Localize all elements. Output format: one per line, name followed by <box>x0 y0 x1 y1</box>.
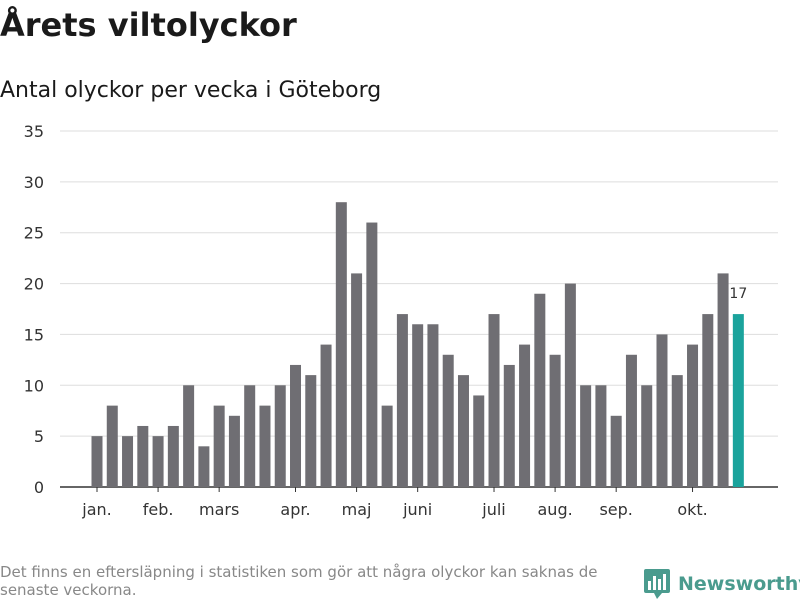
bar <box>457 375 469 487</box>
bar <box>351 273 363 487</box>
bar <box>702 314 714 487</box>
chart-title: Årets viltolyckor <box>0 6 297 44</box>
bar <box>625 354 637 487</box>
y-tick-label: 30 <box>24 173 44 192</box>
bar <box>641 385 653 487</box>
data-labels: 17 <box>729 286 747 302</box>
bar <box>335 202 347 487</box>
x-axis-ticks: jan. feb. mars apr. maj juni juli aug. sep. okt. <box>81 487 708 519</box>
bar-highlighted <box>732 314 744 487</box>
y-tick-label: 0 <box>34 478 44 497</box>
bar <box>687 344 699 487</box>
bar <box>122 436 134 487</box>
bar <box>656 334 668 487</box>
y-tick-label: 15 <box>24 325 44 344</box>
bar <box>488 314 500 487</box>
bar <box>259 405 271 487</box>
bar <box>320 344 332 487</box>
bar <box>274 385 286 487</box>
bar <box>610 415 622 487</box>
brand-name: Newsworthy <box>678 573 800 595</box>
bar <box>671 375 683 487</box>
x-tick-label: okt. <box>677 500 707 519</box>
bar <box>366 222 378 488</box>
bar <box>412 324 424 487</box>
x-tick-label: juli <box>481 500 505 519</box>
bar <box>580 385 592 487</box>
bar <box>137 425 149 487</box>
x-tick-label: maj <box>342 500 372 519</box>
bar <box>717 273 729 487</box>
bars <box>91 202 744 488</box>
chart-subtitle: Antal olyckor per vecka i Göteborg <box>0 78 382 103</box>
y-tick-label: 35 <box>24 122 44 141</box>
bar <box>244 385 256 487</box>
bar <box>290 364 302 487</box>
x-tick-label: jan. <box>81 500 111 519</box>
bar <box>106 405 118 487</box>
x-tick-label: juni <box>402 500 432 519</box>
bar <box>91 436 103 487</box>
bar <box>198 446 210 487</box>
bar <box>396 314 408 487</box>
bar <box>228 415 240 487</box>
x-tick-label: feb. <box>143 500 174 519</box>
bar <box>534 293 546 487</box>
bar <box>564 283 576 487</box>
bar <box>183 385 195 487</box>
bar <box>503 364 515 487</box>
y-tick-label: 25 <box>24 224 44 243</box>
bar <box>442 354 454 487</box>
bar <box>213 405 225 487</box>
bar <box>167 425 179 487</box>
bar <box>473 395 485 487</box>
y-tick-label: 20 <box>24 275 44 294</box>
bar <box>549 354 561 487</box>
bar-chart-bubble-icon <box>644 569 670 599</box>
y-tick-label: 5 <box>34 427 44 446</box>
x-tick-label: apr. <box>280 500 310 519</box>
bar <box>427 324 439 487</box>
bar <box>381 405 393 487</box>
data-label-last: 17 <box>729 286 747 302</box>
bar <box>152 436 164 487</box>
bar <box>595 385 607 487</box>
footnote: Det finns en eftersläpning i statistiken… <box>0 563 598 599</box>
y-axis-ticks: 0 5 10 15 20 25 30 35 <box>24 122 44 497</box>
x-tick-label: sep. <box>599 500 632 519</box>
bar <box>519 344 531 487</box>
bar-chart: 0 5 10 15 20 25 30 35 jan. feb. mars apr. maj juni ju… <box>24 122 778 519</box>
bar <box>305 375 317 487</box>
y-tick-label: 10 <box>24 376 44 395</box>
x-tick-label: aug. <box>538 500 573 519</box>
x-tick-label: mars <box>199 500 239 519</box>
brand-logo[interactable]: Newsworthy <box>644 568 800 600</box>
